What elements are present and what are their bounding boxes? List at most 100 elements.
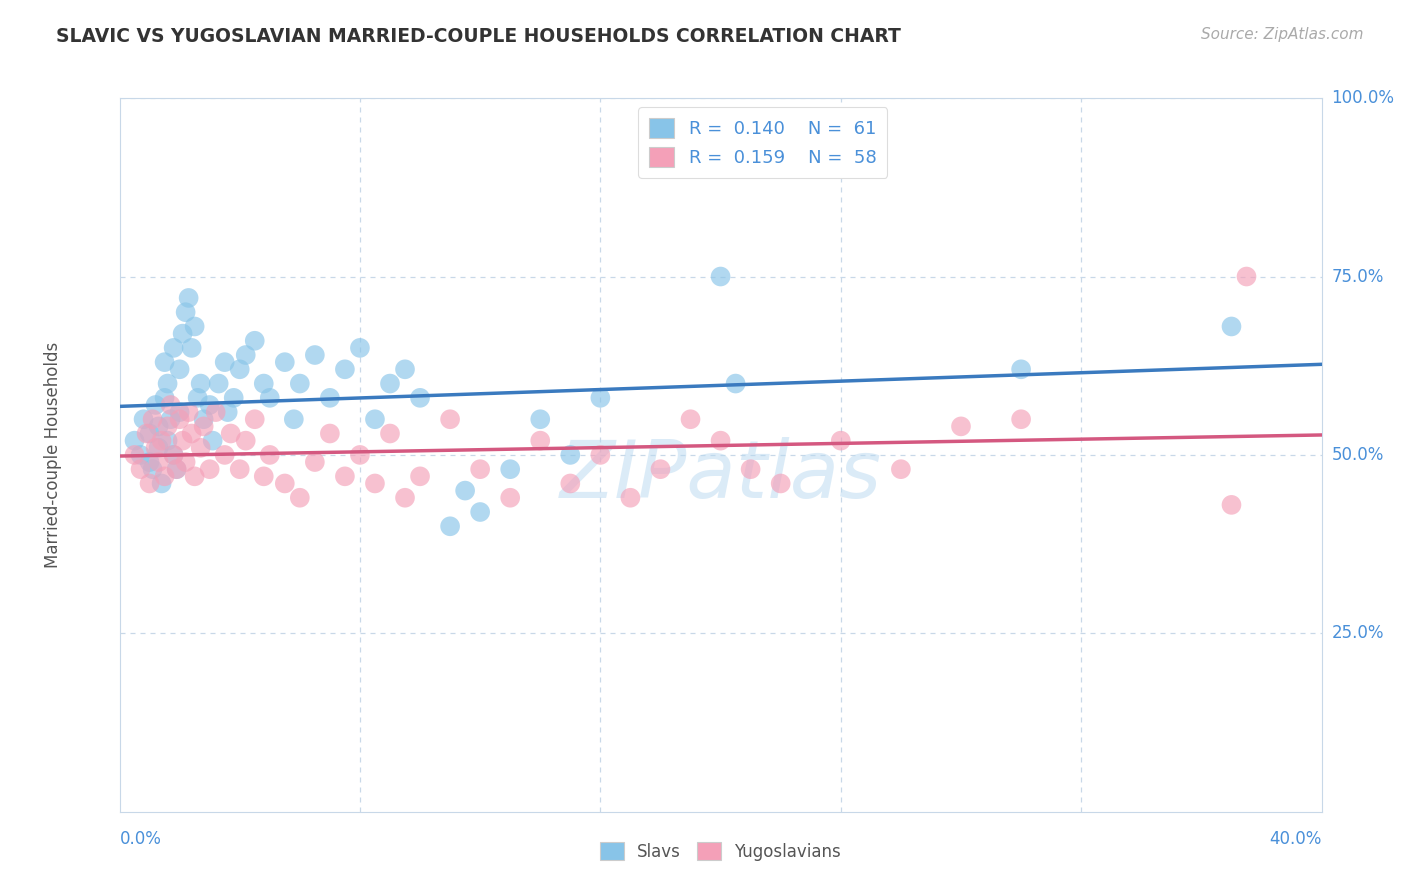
Point [148, 419, 170, 434]
Point [950, 419, 973, 434]
Point [145, 398, 167, 412]
Point [243, 412, 266, 426]
Point [409, 391, 432, 405]
Point [183, 469, 205, 483]
Text: 50.0%: 50.0% [1331, 446, 1384, 464]
Point [529, 434, 551, 448]
Point [204, 405, 226, 419]
Text: Married-couple Households: Married-couple Households [45, 342, 62, 568]
Point [560, 476, 582, 491]
Point [180, 426, 202, 441]
Text: 25.0%: 25.0% [1331, 624, 1384, 642]
Point [378, 376, 401, 391]
Point [499, 462, 522, 476]
Point [174, 455, 197, 469]
Point [349, 341, 371, 355]
Point [129, 462, 152, 476]
Point [740, 462, 762, 476]
Point [243, 334, 266, 348]
Text: 100.0%: 100.0% [1331, 89, 1395, 107]
Point [709, 269, 731, 284]
Point [166, 462, 188, 476]
Point [162, 341, 184, 355]
Point [156, 434, 179, 448]
Point [153, 469, 176, 483]
Point [217, 405, 239, 419]
Point [529, 412, 551, 426]
Point [235, 434, 257, 448]
Point [142, 412, 165, 426]
Point [1220, 319, 1243, 334]
Point [180, 341, 202, 355]
Point [1010, 362, 1032, 376]
Text: 0.0%: 0.0% [120, 830, 162, 847]
Point [274, 355, 297, 369]
Point [169, 412, 191, 426]
Point [890, 462, 912, 476]
Point [183, 319, 205, 334]
Point [253, 376, 276, 391]
Point [679, 412, 702, 426]
Point [499, 491, 522, 505]
Point [187, 391, 209, 405]
Point [709, 434, 731, 448]
Point [148, 455, 170, 469]
Point [190, 376, 212, 391]
Point [153, 355, 176, 369]
Point [333, 362, 356, 376]
Text: 75.0%: 75.0% [1331, 268, 1384, 285]
Point [193, 412, 215, 426]
Point [409, 469, 432, 483]
Point [198, 462, 221, 476]
Text: Source: ZipAtlas.com: Source: ZipAtlas.com [1201, 27, 1364, 42]
Point [1220, 498, 1243, 512]
Point [198, 398, 221, 412]
Point [153, 391, 176, 405]
Point [156, 376, 179, 391]
Point [228, 362, 252, 376]
Point [439, 519, 461, 533]
Point [156, 419, 179, 434]
Point [162, 448, 184, 462]
Point [560, 448, 582, 462]
Point [201, 434, 224, 448]
Point [132, 412, 155, 426]
Point [349, 448, 371, 462]
Point [169, 405, 191, 419]
Point [172, 326, 194, 341]
Point [283, 412, 305, 426]
Point [177, 291, 200, 305]
Point [148, 441, 170, 455]
Point [304, 455, 326, 469]
Point [394, 362, 416, 376]
Text: SLAVIC VS YUGOSLAVIAN MARRIED-COUPLE HOUSEHOLDS CORRELATION CHART: SLAVIC VS YUGOSLAVIAN MARRIED-COUPLE HOU… [56, 27, 901, 45]
Point [159, 412, 181, 426]
Text: ZIP​atlas: ZIP​atlas [560, 437, 882, 516]
Point [138, 426, 160, 441]
Point [619, 491, 641, 505]
Point [150, 476, 173, 491]
Point [468, 505, 492, 519]
Point [169, 362, 191, 376]
Legend: Slavs, Yugoslavians: Slavs, Yugoslavians [593, 836, 848, 868]
Point [138, 455, 160, 469]
Point [159, 398, 181, 412]
Point [468, 462, 492, 476]
Point [138, 476, 160, 491]
Point [589, 391, 612, 405]
Point [142, 462, 165, 476]
Point [769, 476, 792, 491]
Point [150, 434, 173, 448]
Point [259, 448, 281, 462]
Point [214, 355, 236, 369]
Point [214, 448, 236, 462]
Text: 40.0%: 40.0% [1270, 830, 1322, 847]
Point [364, 476, 387, 491]
Point [439, 412, 461, 426]
Point [219, 426, 242, 441]
Point [259, 391, 281, 405]
Point [208, 376, 231, 391]
Point [235, 348, 257, 362]
Point [145, 441, 167, 455]
Point [193, 419, 215, 434]
